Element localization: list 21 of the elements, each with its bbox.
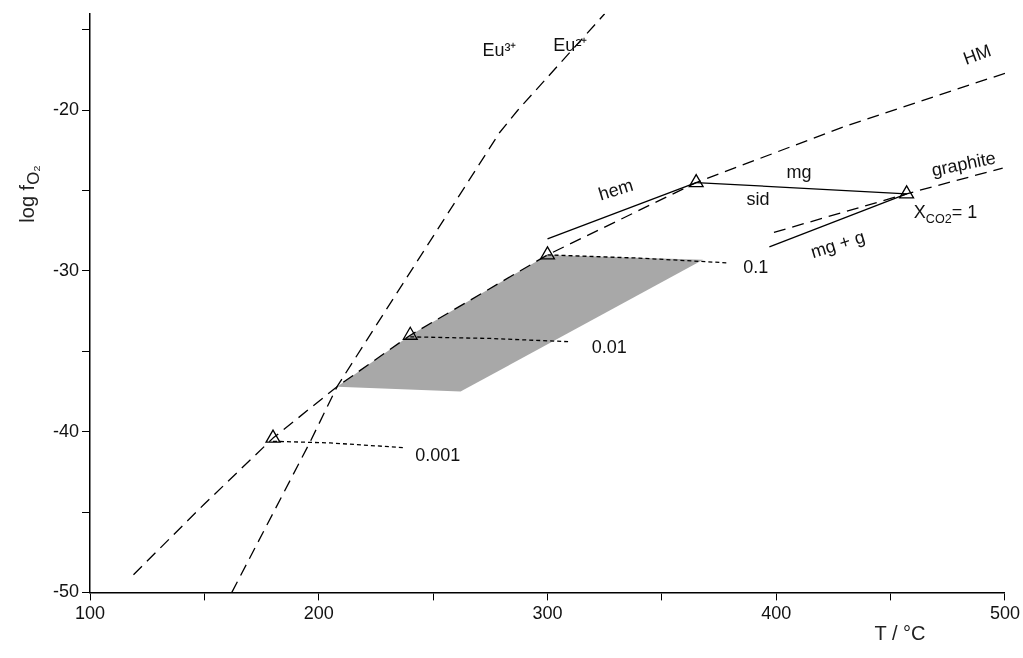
x-tick-label: 300 — [532, 603, 563, 624]
x-tick-label: 200 — [303, 603, 334, 624]
annotation: mg — [786, 161, 812, 182]
annotation: hem — [596, 174, 636, 205]
annotation: HM — [960, 40, 994, 69]
x-tick-label: 100 — [74, 603, 106, 624]
annotation: mg + g — [808, 226, 868, 263]
annotation: graphite — [929, 147, 998, 181]
x-axis-title: T / °C — [873, 622, 927, 645]
x-tick-label: 500 — [989, 603, 1021, 624]
annotation: 0.01 — [591, 337, 627, 358]
y-tick-label: -50 — [53, 581, 80, 602]
y-tick-label: -20 — [53, 99, 80, 120]
annotation: Eu²⁺ — [553, 34, 588, 55]
annotation: 0.001 — [415, 444, 461, 465]
annotation: 0.1 — [743, 256, 769, 277]
y-tick-label: -40 — [53, 420, 80, 441]
annotation: sid — [746, 189, 770, 210]
y-tick-label: -30 — [53, 259, 80, 280]
annotation: Eu³⁺ — [482, 39, 517, 60]
x-tick-label: 400 — [761, 603, 792, 624]
